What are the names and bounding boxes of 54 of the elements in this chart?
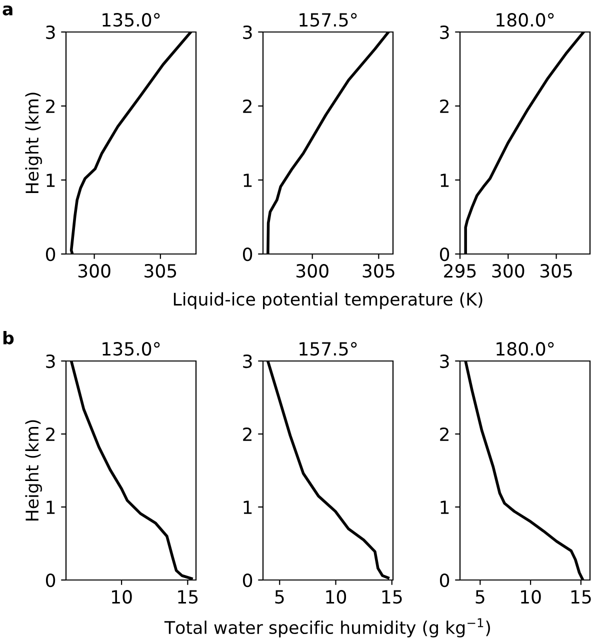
y-axis-title: Height (km) xyxy=(25,92,42,194)
y-tick-label: 2 xyxy=(46,99,54,113)
y-axis-title: Height (km) xyxy=(25,420,42,521)
chart-title: 180.0° xyxy=(496,13,554,27)
y-tick-label: 0 xyxy=(440,247,450,262)
x-tick-label: 295 xyxy=(444,264,476,278)
y-tick-label: 0 xyxy=(242,573,252,588)
x-tick-label: 305 xyxy=(362,264,394,278)
y-tick-label: 2 xyxy=(440,99,448,113)
y-tick-label: 2 xyxy=(243,427,252,441)
y-tick-label: 0 xyxy=(242,247,252,262)
y-tick-label: 3 xyxy=(46,354,55,368)
x-tick-label: 305 xyxy=(540,264,572,278)
y-tick-label: 3 xyxy=(243,25,252,40)
y-tick-label: 2 xyxy=(243,99,252,113)
chart-title: 157.5° xyxy=(300,13,357,27)
x-tick-label: 5 xyxy=(476,590,484,604)
y-tick-label: 1 xyxy=(244,500,252,514)
x-tick-label: 15 xyxy=(178,590,198,604)
y-tick-label: 2 xyxy=(46,427,54,441)
line-series xyxy=(266,361,390,580)
chart-title: 180.0° xyxy=(496,342,554,356)
x-tick-label: 10 xyxy=(112,590,132,604)
x-tick-label: 300 xyxy=(492,264,524,278)
x-axis-title: Liquid-ice potential temperature (K) xyxy=(174,292,482,310)
chart-title: 157.5° xyxy=(300,342,357,356)
y-tick-label: 3 xyxy=(440,25,449,40)
x-tick-label: 10 xyxy=(521,590,541,604)
text: a xyxy=(2,5,12,16)
text: b xyxy=(3,331,14,344)
y-tick-label: 0 xyxy=(46,573,56,588)
y-tick-label: 2 xyxy=(440,427,448,441)
x-tick-label: 10 xyxy=(326,590,346,604)
line-series xyxy=(70,32,192,254)
y-tick-label: 1 xyxy=(440,500,449,514)
y-tick-label: 0 xyxy=(46,247,56,262)
y-tick-label: 1 xyxy=(46,500,55,514)
y-tick-label: 3 xyxy=(46,25,55,40)
x-tick-label: 15 xyxy=(571,590,591,604)
x-tick-label: 300 xyxy=(296,264,328,278)
x-tick-label: 5 xyxy=(275,590,284,604)
y-tick-label: 3 xyxy=(440,354,449,368)
x-axis-title: Total water specific humidity (g kg$^{−1}$) xyxy=(164,618,490,638)
y-tick-label: 1 xyxy=(244,174,252,187)
x-tick-label: 305 xyxy=(144,264,176,278)
y-tick-label: 0 xyxy=(440,573,450,588)
x-tick-label: 300 xyxy=(78,264,110,278)
line-series xyxy=(266,32,390,254)
chart-title: 135.0° xyxy=(102,13,160,27)
y-tick-label: 3 xyxy=(243,354,252,368)
chart-title: 135.0° xyxy=(102,342,160,356)
x-tick-label: 15 xyxy=(382,590,402,604)
y-tick-label: 1 xyxy=(46,174,55,187)
y-tick-label: 1 xyxy=(440,174,449,187)
